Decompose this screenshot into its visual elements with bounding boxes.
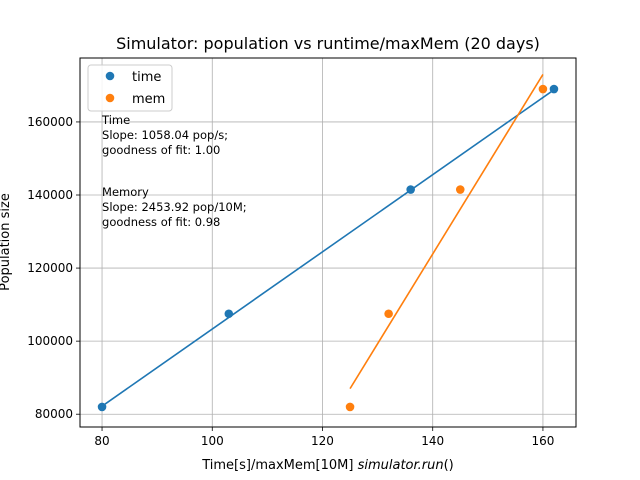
y-tick-label: 100000 bbox=[27, 334, 73, 348]
x-tick-label: 80 bbox=[94, 434, 109, 448]
y-tick-label: 80000 bbox=[35, 407, 73, 421]
mem-data-point bbox=[538, 84, 548, 94]
mem-data-point bbox=[384, 309, 393, 319]
time-data-point bbox=[224, 309, 234, 319]
fit-annotation-line: Slope: 1058.04 pop/s; bbox=[102, 128, 228, 142]
mem-fit-line bbox=[349, 74, 544, 390]
x-tick-label: 160 bbox=[531, 434, 554, 448]
y-tick-label: 120000 bbox=[27, 261, 73, 275]
fit-annotation-line: Slope: 2453.92 pop/10M; bbox=[102, 200, 247, 214]
legend-label-time: time bbox=[132, 70, 161, 85]
legend-marker-time bbox=[105, 71, 115, 81]
legend: time mem bbox=[87, 64, 173, 112]
time-data-point bbox=[549, 84, 559, 94]
legend-label-mem: mem bbox=[132, 92, 165, 107]
fit-annotation-line: Memory bbox=[102, 185, 149, 199]
chart-title: Simulator: population vs runtime/maxMem … bbox=[116, 34, 540, 53]
y-axis-label: Population size bbox=[0, 193, 13, 291]
time-data-point bbox=[406, 185, 415, 194]
plot-frame bbox=[79, 57, 577, 428]
x-axis-label: Time[s]/maxMem[10M] simulator.run() bbox=[201, 458, 454, 473]
fit-annotation-1: Time Slope: 1058.04 pop/s; goodness of fit… bbox=[101, 113, 228, 157]
x-axis-label-italic: simulator.run bbox=[358, 458, 444, 473]
time-data-point bbox=[97, 402, 107, 412]
x-tick-label: 140 bbox=[421, 434, 444, 448]
x-axis-label-suffix: () bbox=[444, 458, 454, 473]
mem-data-point bbox=[455, 185, 465, 194]
time-fit-line bbox=[101, 89, 555, 407]
fit-annotation-2: Memory Slope: 2453.92 pop/10M; goodness of… bbox=[102, 185, 247, 229]
fit-lines bbox=[101, 74, 555, 407]
grid-lines bbox=[80, 58, 576, 427]
fit-annotation-line: goodness of fit: 0.98 bbox=[102, 215, 220, 229]
fit-annotation-line: goodness of fit: 1.00 bbox=[102, 143, 220, 157]
y-tick-label: 140000 bbox=[27, 188, 73, 202]
fit-annotations: Time Slope: 1058.04 pop/s; goodness of fit… bbox=[101, 113, 247, 229]
fit-annotation-line: Time bbox=[101, 113, 130, 127]
axis-ticks: 80 100 120 140 160 80000 100000 120000 140000 160… bbox=[27, 115, 554, 448]
x-tick-label: 120 bbox=[311, 434, 334, 448]
y-tick-label: 160000 bbox=[27, 115, 73, 129]
data-points bbox=[97, 84, 559, 412]
x-axis-label-prefix: Time[s]/maxMem[10M] bbox=[201, 458, 357, 473]
mem-data-point bbox=[345, 402, 355, 412]
x-tick-label: 100 bbox=[201, 434, 224, 448]
legend-marker-mem bbox=[105, 93, 115, 103]
